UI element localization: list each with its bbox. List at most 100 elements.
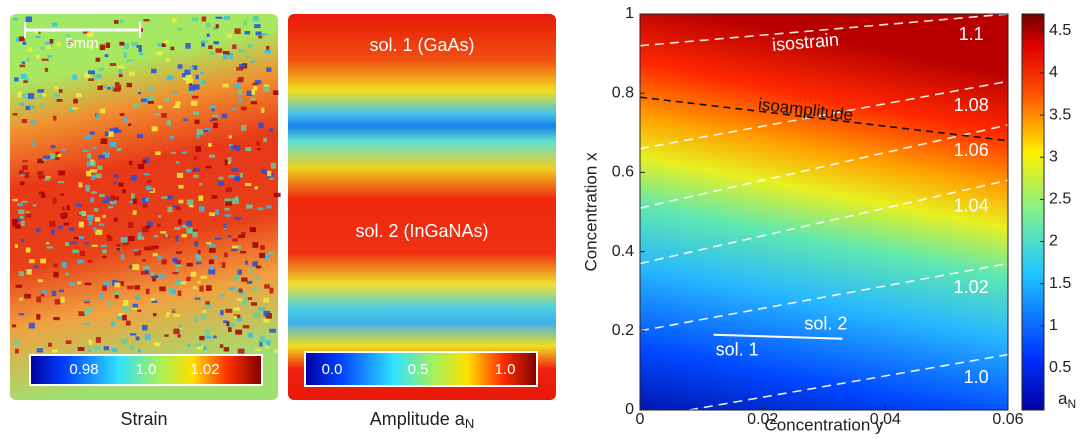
noise-speck [183,77,191,81]
noise-speck [213,255,218,259]
noise-speck [228,327,232,332]
noise-speck [25,213,32,218]
noise-speck [196,129,204,135]
noise-speck [237,269,242,275]
noise-speck [40,103,44,108]
noise-speck [208,154,215,158]
noise-speck [189,205,194,208]
noise-speck [16,37,21,42]
noise-speck [65,34,71,37]
noise-speck [215,16,223,19]
contour-line [713,333,843,340]
noise-speck [158,274,165,279]
noise-speck [224,214,231,217]
noise-speck [113,181,117,184]
noise-speck [140,270,147,275]
noise-speck [197,254,202,261]
noise-speck [175,206,181,211]
noise-speck [264,254,270,260]
noise-speck [133,249,139,252]
noise-speck [234,83,241,89]
noise-speck [49,39,54,44]
noise-speck [137,309,142,312]
noise-speck [228,286,236,291]
noise-speck [118,74,123,78]
noise-speck [167,195,173,200]
x-tick-label: 0 [636,411,645,428]
noise-speck [97,165,103,170]
noise-speck [164,96,170,102]
noise-speck [228,135,233,139]
noise-speck [53,317,60,321]
noise-speck [25,247,31,253]
noise-speck [23,77,29,83]
noise-speck [88,220,93,226]
noise-speck [37,94,44,98]
noise-speck [199,285,204,292]
noise-speck [265,344,269,349]
noise-speck [194,297,201,300]
noise-speck [251,302,257,306]
noise-speck [71,107,79,110]
noise-speck [215,209,220,215]
noise-speck [241,125,247,131]
noise-speck [218,176,224,180]
contour-line [639,96,1009,142]
noise-speck [61,262,67,269]
noise-speck [56,42,61,47]
colorbar-label: 0.0 [322,361,343,378]
noise-speck [110,195,115,202]
noise-speck [151,68,157,74]
noise-speck [21,119,28,123]
noise-speck [200,314,207,319]
noise-speck [13,339,20,345]
noise-speck [209,266,214,270]
noise-speck [12,324,17,328]
noise-speck [114,294,119,299]
noise-speck [194,241,199,247]
noise-speck [189,227,193,234]
noise-speck [17,203,23,207]
noise-speck [172,91,179,95]
noise-speck [237,348,245,354]
y-tick-label: 0 [625,401,634,418]
noise-speck [54,299,61,305]
noise-speck [180,281,187,285]
noise-speck [138,164,145,169]
noise-speck [35,35,41,39]
noise-speck [239,172,243,178]
noise-speck [103,152,110,158]
noise-speck [201,41,206,47]
noise-speck [142,197,149,203]
noise-speck [58,170,66,176]
noise-speck [14,77,19,82]
noise-speck [53,115,57,121]
noise-speck [172,17,177,23]
noise-speck [102,255,107,258]
noise-speck [173,106,181,109]
noise-speck [68,106,73,111]
noise-speck [25,105,31,111]
noise-speck [93,73,100,79]
noise-speck [123,300,129,306]
noise-speck [86,160,92,167]
noise-speck [90,169,97,173]
noise-speck [25,211,30,214]
noise-speck [227,235,232,238]
noise-speck [245,147,252,152]
noise-speck [220,310,224,316]
noise-speck [232,276,240,281]
noise-speck [254,80,262,85]
x-axis-label: Concentration y [764,415,884,434]
noise-speck [175,161,180,164]
noise-speck [250,101,258,105]
noise-speck [150,272,155,276]
noise-speck [130,174,138,181]
noise-speck [88,70,95,75]
noise-speck [260,245,265,250]
noise-speck [258,35,263,39]
noise-speck [238,288,243,293]
noise-speck [253,85,258,91]
noise-speck [37,158,45,164]
